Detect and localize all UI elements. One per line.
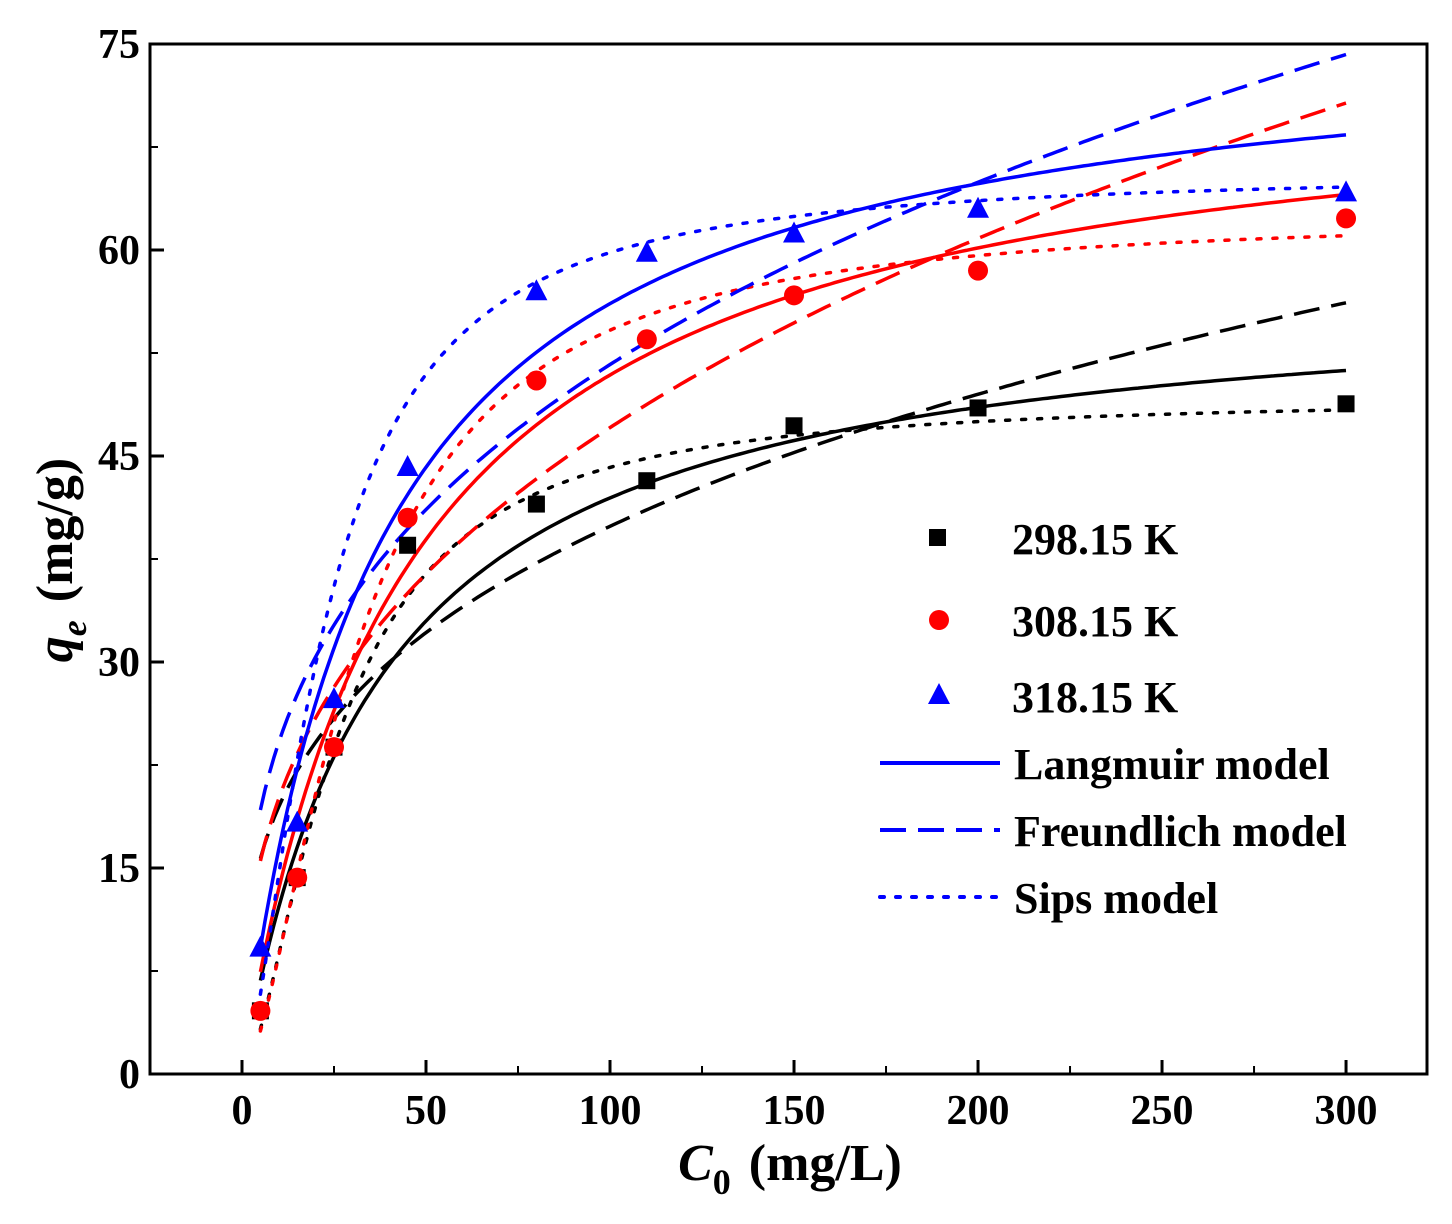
plot-frame [148,42,1429,1076]
x-axis-title-unit: (mg/L) [749,1135,902,1192]
legend-label-sips: Sips model [1014,874,1218,923]
x-tick-label: 100 [579,1088,642,1134]
data-point-31815 [249,935,272,957]
y-axis-title-sub: e [54,620,94,636]
y-axis-title-main: q [27,636,84,662]
y-axis-title: qe (mg/g) [27,458,94,662]
data-point-31815 [635,240,658,262]
data-point-30815 [397,507,418,528]
data-point-31815 [783,221,806,243]
data-point-29815 [638,472,656,490]
data-point-29815 [527,495,545,513]
x-tick-label: 200 [947,1088,1010,1134]
data-point-31815 [1335,180,1358,202]
y-axis: 0 15 30 45 60 75 [98,22,164,1098]
data-point-30815 [636,329,657,350]
legend-marker-298 [929,529,946,546]
x-tick-label: 50 [405,1088,447,1134]
x-axis: 0 50 100 150 200 250 300 [149,1060,1378,1134]
data-point-31815 [396,454,419,476]
legend-label-freundlich: Freundlich model [1014,807,1347,856]
legend-label-308: 308.15 K [1012,597,1178,646]
legend-marker-308 [929,610,949,630]
curve-sips-30815 [258,233,1348,1033]
data-point-30815 [784,285,805,306]
curve-langmuir-29815 [258,368,1347,981]
y-tick-label: 15 [98,846,140,892]
data-point-31815 [525,279,548,301]
data-point-30815 [1336,208,1357,229]
svg-text:qe(mg/g): qe (mg/g) [27,458,94,662]
y-tick-label: 75 [98,22,140,68]
curve-freundlich-30815 [258,101,1347,862]
x-tick-label: 150 [763,1088,826,1134]
curve-sips-29815 [258,408,1348,1031]
curve-freundlich-31815 [258,52,1347,811]
data-point-30815 [968,260,989,281]
x-tick-label: 250 [1131,1088,1194,1134]
curve-freundlich-29815 [258,301,1347,860]
y-tick-label: 45 [98,434,140,480]
legend-marker-318 [928,683,950,704]
data-point-31815 [323,687,346,709]
data-point-30815 [287,867,308,888]
data-point-30815 [526,370,547,391]
y-tick-label: 30 [98,640,140,686]
y-axis-title-unit: (mg/g) [27,458,84,602]
data-point-30815 [250,1000,271,1021]
legend: 298.15 K 308.15 K 318.15 K Langmuir mode… [878,515,1347,923]
model-curves [258,52,1348,1033]
legend-label-langmuir: Langmuir model [1014,740,1330,789]
data-point-29815 [399,536,417,554]
data-point-29815 [969,399,987,417]
curve-sips-31815 [258,185,1348,996]
curve-langmuir-31815 [258,133,1347,949]
x-tick-label: 0 [232,1088,253,1134]
data-point-30815 [324,737,345,758]
data-markers [249,180,1358,1021]
x-axis-title-main: C [678,1135,714,1192]
data-point-29815 [785,417,803,435]
x-axis-title-sub: 0 [713,1162,731,1202]
legend-label-318: 318.15 K [1012,673,1178,722]
x-axis-title: C0 (mg/L) [678,1135,902,1202]
data-point-31815 [286,810,309,832]
data-point-29815 [1337,395,1355,413]
x-tick-label: 300 [1315,1088,1378,1134]
legend-label-298: 298.15 K [1012,515,1178,564]
y-tick-label: 60 [98,228,140,274]
y-tick-label: 0 [119,1052,140,1098]
data-point-31815 [967,196,990,218]
